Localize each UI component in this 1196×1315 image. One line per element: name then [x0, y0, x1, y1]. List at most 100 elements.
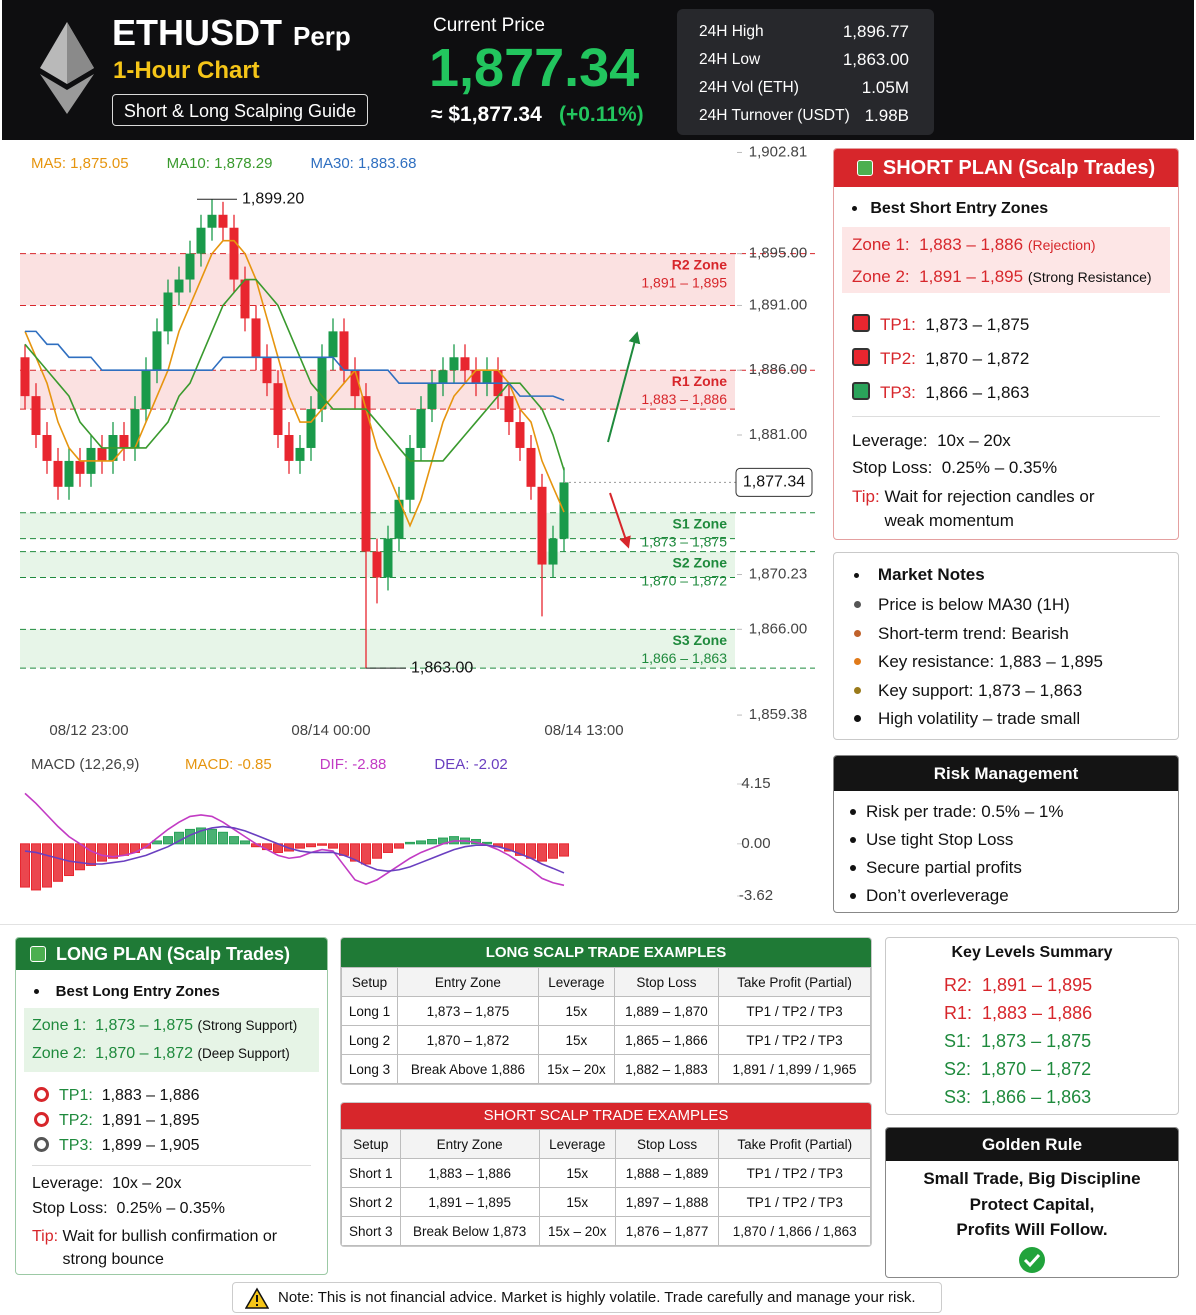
table-cell: TP1 / TP2 / TP3	[718, 1158, 871, 1188]
short-table-panel: SHORT SCALP TRADE EXAMPLES Setup Entry Zo…	[340, 1102, 872, 1247]
table-cell: Short 3	[341, 1216, 401, 1246]
table-row: Long 2 1,870 – 1,872 15x 1,865 – 1,866 TP1 /…	[341, 1025, 871, 1055]
tp-label: TP3:	[880, 383, 916, 402]
level-label: S2:	[944, 1059, 972, 1079]
contract: Perp	[293, 21, 351, 51]
table-cell: 1,882 – 1,883	[613, 1054, 719, 1084]
table-row: Short 1 1,883 – 1,886 15x 1,888 – 1,889 TP1 …	[341, 1158, 871, 1188]
y-tick-label: 1,866.00	[749, 620, 807, 637]
logo-top-shade	[67, 22, 94, 84]
candle-body	[317, 357, 327, 410]
bullet	[850, 809, 856, 815]
zone-box	[842, 227, 1170, 293]
zone-range: 1,883 – 1,886	[919, 235, 1024, 254]
header-row: Setup Entry Zone Leverage Stop Loss Take Pro…	[341, 1129, 871, 1159]
macd-bar	[42, 843, 52, 888]
candle-body	[537, 486, 547, 565]
table-cell: Break Below 1,873	[399, 1216, 540, 1246]
golden-line: Protect Capital,	[969, 1194, 1095, 1214]
table-cell: 1,889 – 1,870	[613, 996, 719, 1026]
zone-name: S1 Zone	[673, 515, 728, 531]
risk-text: Secure partial profits	[866, 858, 1022, 877]
candle-body	[350, 370, 360, 397]
table-cell: Short 1	[341, 1158, 401, 1188]
market-notes: Market Notes Price is below MA30 (1H) Sho…	[833, 552, 1179, 740]
risk-panel: Risk Management Risk per trade: 0.5% – 1…	[833, 755, 1179, 913]
candle-body	[306, 409, 316, 448]
header-row: Setup Entry Zone Leverage Stop Loss Take Pro…	[341, 967, 871, 997]
tp-icon	[852, 314, 870, 332]
zone-name: R1 Zone	[672, 373, 727, 389]
short-table-title: SHORT SCALP TRADE EXAMPLES	[341, 1103, 871, 1129]
stats-box: 24H High 1,896.77 24H Low 1,863.00 24H Vol (…	[677, 9, 934, 135]
current-price: 1,877.34	[429, 38, 640, 98]
macd-bar	[240, 840, 250, 845]
macd-bar	[218, 831, 228, 845]
candle-body	[460, 357, 470, 371]
macd-bar	[53, 843, 63, 882]
long-plan-title: LONG PLAN (Scalp Trades)	[56, 944, 291, 964]
level-label: S3:	[944, 1087, 972, 1107]
table-cell: 15x – 20x	[538, 1216, 616, 1246]
macd-bar	[229, 836, 239, 845]
candle-body	[361, 396, 371, 552]
note-item: Key resistance: 1,883 – 1,895	[854, 652, 1103, 672]
tp-icon	[34, 1112, 49, 1127]
key-levels-title: Key Levels Summary	[951, 944, 1113, 961]
macd-bar	[207, 828, 217, 845]
tp-label: TP1:	[880, 315, 916, 334]
warning-icon	[245, 1287, 269, 1309]
tp-range: 1,873 – 1,875	[925, 315, 1030, 334]
table-cell: 1,870 / 1,866 / 1,863	[718, 1216, 871, 1246]
risk-item: Don’t overleverage	[850, 886, 1009, 906]
candle-body	[262, 357, 272, 384]
zone-band	[20, 512, 735, 539]
table-cell: Long 3	[341, 1054, 399, 1084]
y-tick-label: 1,870.23	[749, 565, 807, 582]
candle-body	[273, 383, 283, 435]
tp-line: TP2: 1,870 – 1,872	[852, 348, 1029, 369]
key-levels: Key Levels Summary R2: 1,891 – 1,895 R1: 1,…	[885, 937, 1179, 1115]
arrow-up	[607, 331, 641, 443]
candle-body	[383, 538, 393, 578]
candle-body	[372, 551, 382, 578]
long-table-panel: LONG SCALP TRADE EXAMPLES Setup Entry Zon…	[340, 937, 872, 1085]
candle-body	[53, 460, 63, 487]
table-cell: 15x	[538, 1187, 616, 1217]
table-head: Setup Entry Zone Leverage Stop Loss Take Pro…	[341, 967, 871, 997]
macd-bar	[504, 843, 514, 852]
zone-range: 1,891 – 1,895	[641, 274, 727, 290]
annotation-label: 1,899.20	[242, 190, 304, 207]
stop-label: Stop Loss:	[852, 458, 933, 477]
zone-range: 1,866 – 1,863	[641, 650, 727, 666]
legend-entry: MA30: 1,883.68	[311, 155, 417, 172]
y-tick-label: 1,891.00	[749, 296, 807, 313]
legend-entry: MA5: 1,875.05	[31, 155, 129, 172]
table-cell: Long 2	[341, 1025, 399, 1055]
note-text: High volatility – trade small	[878, 709, 1081, 728]
zone-box	[24, 1008, 319, 1072]
y-tick-label: 1,859.38	[749, 706, 807, 723]
candle-body	[31, 396, 41, 435]
level-item: R1: 1,883 – 1,886	[944, 1003, 1092, 1023]
candle-body	[515, 422, 525, 448]
ma-line	[25, 330, 565, 402]
risk-text: Use tight Stop Loss	[866, 830, 1014, 849]
trade-table: Setup Entry Zone Leverage Stop Loss Take Pro…	[341, 967, 871, 1084]
note-item: Short-term trend: Bearish	[854, 624, 1069, 644]
column-header: Stop Loss	[613, 967, 719, 997]
candle-body	[339, 331, 349, 371]
zone-line: Zone 1: 1,883 – 1,886 (Rejection)	[852, 235, 1096, 255]
tp-icon	[34, 1137, 49, 1152]
zone-label: Zone 2:	[852, 267, 910, 286]
tip-line: Tip: Wait for bullish confirmation or st…	[32, 1225, 322, 1271]
price-caption: Current Price	[433, 15, 545, 36]
trade-table: Setup Entry Zone Leverage Stop Loss Take Pro…	[341, 1129, 871, 1246]
short-plan: SHORT PLAN (Scalp Trades) Best Short Ent…	[833, 148, 1179, 540]
tip-text: Wait for bullish confirmation or strong …	[62, 1228, 278, 1268]
macd-bar	[295, 843, 305, 849]
bullet	[850, 837, 856, 843]
stat-label: 24H Low	[699, 51, 761, 68]
